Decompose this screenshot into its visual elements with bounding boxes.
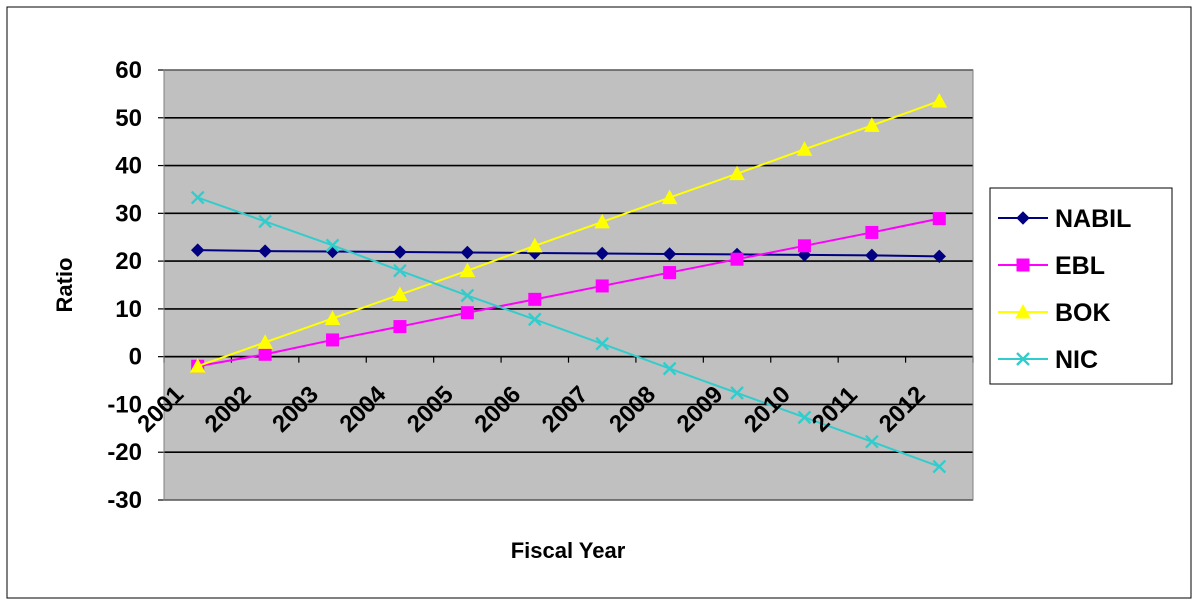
data-point <box>932 459 947 474</box>
series-line <box>197 249 940 258</box>
legend-label: BOK <box>1055 299 1111 327</box>
x-axis-label: Fiscal Year <box>511 538 626 563</box>
legend-label: NABIL <box>1055 205 1131 233</box>
data-point <box>1016 352 1030 366</box>
data-point <box>393 263 407 278</box>
data-point <box>526 237 543 253</box>
y-tick-label: 40 <box>115 153 142 180</box>
legend-items: NABIL EBL BOK NIC <box>998 205 1131 374</box>
data-point <box>730 252 744 266</box>
series-bok <box>189 93 948 373</box>
data-point <box>460 245 475 260</box>
legend-item-nic: NIC <box>998 346 1098 374</box>
y-tick-label: 0 <box>129 344 142 371</box>
legend-label: NIC <box>1055 346 1098 374</box>
data-point <box>595 336 610 351</box>
y-tick-label: -30 <box>107 487 142 514</box>
data-point <box>324 310 341 325</box>
data-point <box>190 190 205 205</box>
data-point <box>459 262 476 278</box>
data-point <box>796 141 813 156</box>
data-point <box>1015 303 1031 319</box>
data-point <box>460 306 474 320</box>
y-tick-label: 30 <box>115 200 142 227</box>
data-point <box>932 212 946 226</box>
data-point <box>865 434 879 449</box>
data-point <box>258 214 272 229</box>
data-point <box>864 117 880 132</box>
data-point <box>662 247 677 261</box>
data-point <box>1016 258 1030 272</box>
data-point <box>258 244 272 258</box>
data-point <box>932 249 946 264</box>
data-point <box>460 288 475 303</box>
y-tick-label: 60 <box>115 57 142 84</box>
data-point <box>797 239 811 253</box>
y-tick-label: 10 <box>115 296 142 323</box>
y-axis-label: Ratio <box>52 258 77 313</box>
data-point <box>258 347 272 361</box>
data-point <box>931 93 948 108</box>
data-point <box>595 279 609 293</box>
series-nabil <box>191 243 946 264</box>
series-line <box>197 196 940 468</box>
y-tick-label: 20 <box>115 248 142 275</box>
y-tick-label: -20 <box>107 439 142 466</box>
data-point <box>191 243 205 257</box>
y-tick-label: 50 <box>115 105 142 132</box>
data-point <box>528 292 542 306</box>
series-line <box>197 217 940 368</box>
series-line <box>197 100 940 368</box>
data-point <box>730 386 744 400</box>
data-point <box>595 246 609 261</box>
series-ebl <box>191 212 946 373</box>
data-point <box>392 286 408 302</box>
data-point <box>797 410 812 425</box>
data-point <box>527 312 542 327</box>
legend-label: EBL <box>1055 252 1105 280</box>
data-point <box>325 238 340 253</box>
data-point <box>661 189 678 205</box>
legend-item-ebl: EBL <box>998 252 1105 280</box>
plot-area-border <box>163 69 974 501</box>
data-point <box>189 358 206 373</box>
legend-item-nabil: NABIL <box>998 205 1131 233</box>
series-nic <box>190 190 947 474</box>
data-point <box>663 266 677 280</box>
data-point <box>865 248 879 263</box>
data-point <box>1016 211 1030 225</box>
data-point <box>865 225 879 239</box>
series-group <box>189 93 948 474</box>
data-point <box>393 245 407 259</box>
plot-area <box>164 70 973 500</box>
data-point <box>729 165 745 181</box>
y-tick-labels: 60 50 40 30 20 10 0 -10 -20 -30 <box>107 57 142 514</box>
legend-item-bok: BOK <box>998 299 1111 327</box>
y-tick-label: -10 <box>107 391 142 418</box>
data-point <box>257 334 273 349</box>
data-point <box>393 320 407 334</box>
legend: NABIL EBL BOK NIC <box>989 187 1173 385</box>
data-point <box>326 333 340 347</box>
data-point <box>662 361 677 376</box>
data-point <box>594 213 611 229</box>
